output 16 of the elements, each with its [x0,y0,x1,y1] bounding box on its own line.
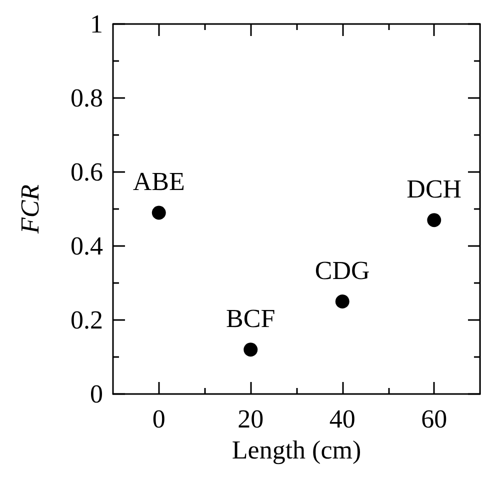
x-tick-label: 40 [329,404,356,434]
y-tick-label: 0.2 [70,306,103,334]
annotation: ABE [132,167,185,196]
x-tick-label: 20 [238,404,264,434]
annotation: BCF [226,304,276,334]
y-tick-label: 0 [90,380,103,408]
x-axis-title: Length (cm) [232,435,362,464]
x-tick-label: 60 [421,404,448,434]
y-axis-title: FCR [16,184,44,235]
y-tick-label: 0.4 [70,232,103,260]
y-tick-label: 0.8 [70,84,103,112]
x-tick-label: 0 [152,404,166,434]
y-tick-label: 0.6 [70,158,103,186]
annotation: DCH [406,174,462,204]
annotation: CDG [314,256,370,285]
y-tick-label: 1 [90,10,103,38]
